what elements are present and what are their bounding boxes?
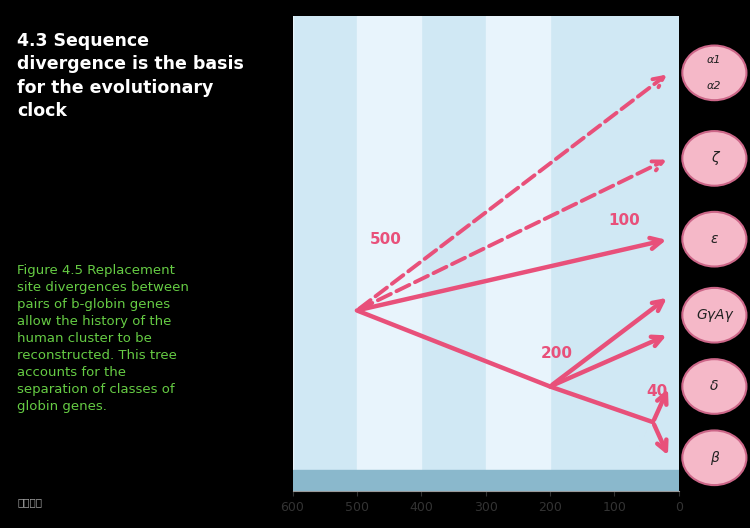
Ellipse shape — [682, 131, 746, 186]
Ellipse shape — [682, 212, 746, 267]
Text: 4.3 Sequence
divergence is the basis
for the evolutionary
clock: 4.3 Sequence divergence is the basis for… — [17, 32, 244, 120]
Text: ε: ε — [711, 232, 718, 246]
Text: 100: 100 — [608, 213, 640, 228]
Bar — [228, 16, 292, 491]
Bar — [357, 16, 422, 491]
Ellipse shape — [682, 45, 746, 100]
Text: 500: 500 — [370, 232, 402, 247]
Text: 200: 200 — [540, 346, 572, 361]
Text: δ: δ — [710, 380, 718, 393]
Text: 40: 40 — [646, 384, 668, 399]
Ellipse shape — [682, 430, 746, 485]
Text: Figure 4.5 Replacement
site divergences between
pairs of b-globin genes
allow th: Figure 4.5 Replacement site divergences … — [17, 264, 189, 413]
Text: α2: α2 — [707, 81, 722, 91]
X-axis label: Million years: Million years — [444, 520, 527, 528]
Ellipse shape — [682, 288, 746, 343]
Bar — [292, 470, 679, 491]
Ellipse shape — [682, 359, 746, 414]
Bar — [486, 16, 550, 491]
Text: β: β — [710, 451, 718, 465]
Text: GγAγ: GγAγ — [696, 308, 733, 322]
Text: α1: α1 — [707, 54, 722, 64]
Text: ζ: ζ — [711, 152, 718, 165]
Text: 清华大学: 清华大学 — [17, 497, 42, 507]
